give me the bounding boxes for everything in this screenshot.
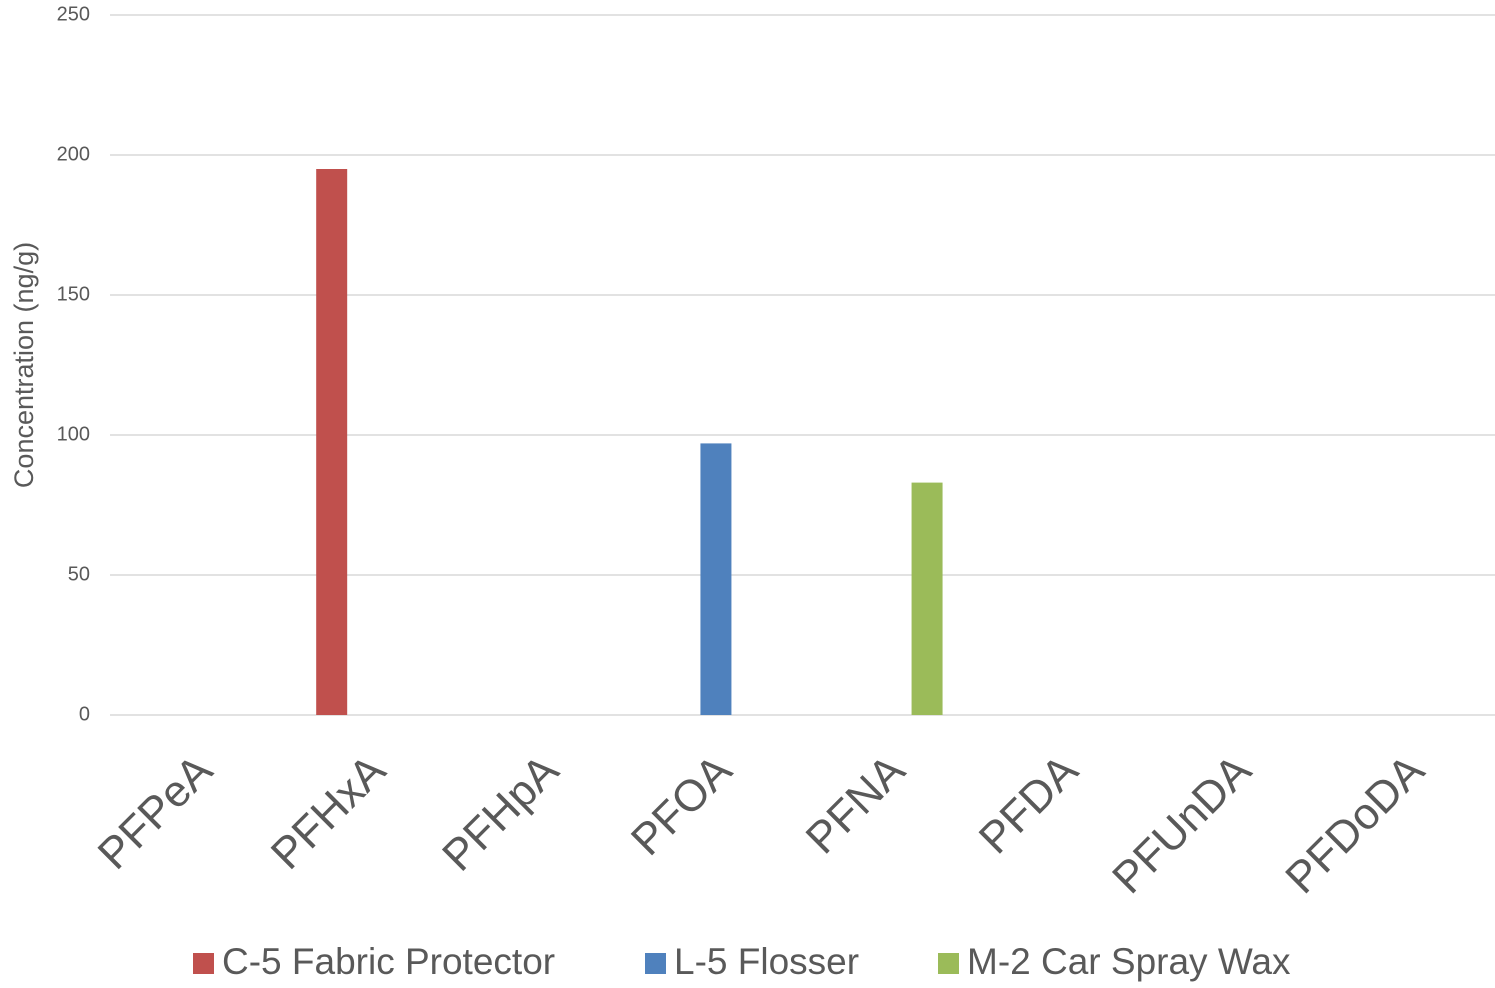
bar — [911, 482, 943, 715]
y-tick-label: 100 — [57, 423, 90, 445]
legend-label: L-5 Flosser — [674, 941, 859, 982]
legend-swatch — [193, 953, 214, 974]
bar — [316, 169, 348, 715]
legend-label: M-2 Car Spray Wax — [967, 941, 1291, 982]
y-tick-label: 150 — [57, 283, 90, 305]
x-tick-label: PFDA — [970, 745, 1088, 863]
y-axis-title: Concentration (ng/g) — [9, 242, 39, 488]
x-tick-label: PFUnDA — [1103, 745, 1261, 903]
x-tick-label: PFDoDA — [1276, 745, 1434, 903]
y-tick-label: 250 — [57, 3, 90, 25]
legend-label: C-5 Fabric Protector — [222, 941, 555, 982]
x-tick-label: PFOA — [622, 745, 742, 865]
x-tick-label: PFPeA — [89, 745, 223, 879]
bar — [700, 443, 732, 715]
legend-swatch — [938, 953, 959, 974]
y-tick-label: 200 — [57, 143, 90, 165]
y-tick-label: 0 — [79, 703, 90, 725]
x-tick-label: PFNA — [797, 745, 915, 863]
legend-swatch — [645, 953, 666, 974]
x-tick-label: PFHxA — [262, 745, 396, 879]
x-tick-label: PFHpA — [433, 745, 568, 880]
y-tick-label: 50 — [68, 563, 90, 585]
